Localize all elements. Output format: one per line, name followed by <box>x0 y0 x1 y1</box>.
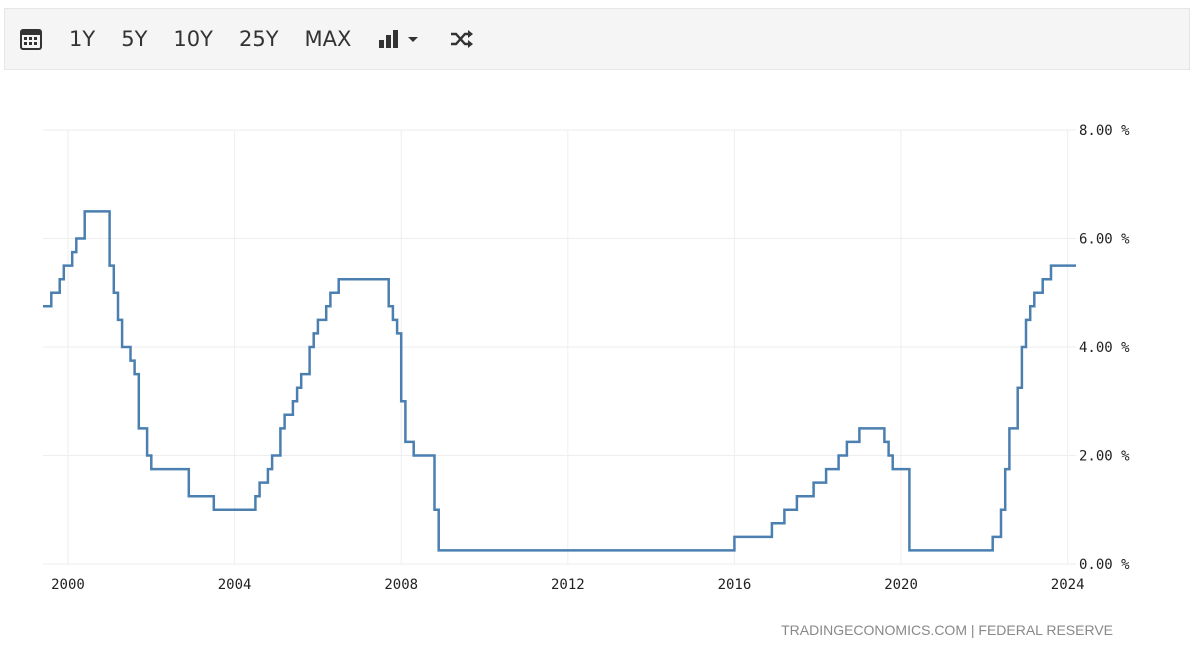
range-1y-button[interactable]: 1Y <box>69 26 96 51</box>
bar-chart-dropdown-icon[interactable] <box>377 27 421 51</box>
range-25y-button[interactable]: 25Y <box>238 26 279 51</box>
x-tick-label: 2024 <box>1051 577 1085 593</box>
range-5y-button[interactable]: 5Y <box>121 26 148 51</box>
credit-label: TRADINGECONOMICS.COM | FEDERAL RESERVE <box>781 622 1113 638</box>
line-chart: 0.00 % 2.00 % 4.00 % 6.00 % 8.00 % 2000 2004 20… <box>43 123 1130 638</box>
x-tick-label: 2012 <box>551 577 585 593</box>
y-tick-label: 4.00 % <box>1079 340 1130 356</box>
series-line <box>43 210 1076 552</box>
range-max-button[interactable]: MAX <box>304 26 352 51</box>
chart-area: 0.00 % 2.00 % 4.00 % 6.00 % 8.00 % 2000 2004 20… <box>0 70 1199 663</box>
x-tick-label: 2000 <box>51 577 85 593</box>
calendar-icon[interactable] <box>19 27 43 51</box>
x-tick-label: 2016 <box>718 577 752 593</box>
y-tick-label: 2.00 % <box>1079 449 1130 465</box>
x-tick-label: 2004 <box>218 577 252 593</box>
x-tick-label: 2020 <box>884 577 918 593</box>
y-tick-label: 8.00 % <box>1079 123 1130 139</box>
range-10y-button[interactable]: 10Y <box>173 26 213 51</box>
y-tick-label: 0.00 % <box>1079 557 1130 573</box>
chart-toolbar: 1Y 5Y 10Y 25Y MAX <box>4 8 1190 70</box>
y-tick-label: 6.00 % <box>1079 232 1130 248</box>
shuffle-icon[interactable] <box>449 27 475 51</box>
x-tick-label: 2008 <box>384 577 418 593</box>
